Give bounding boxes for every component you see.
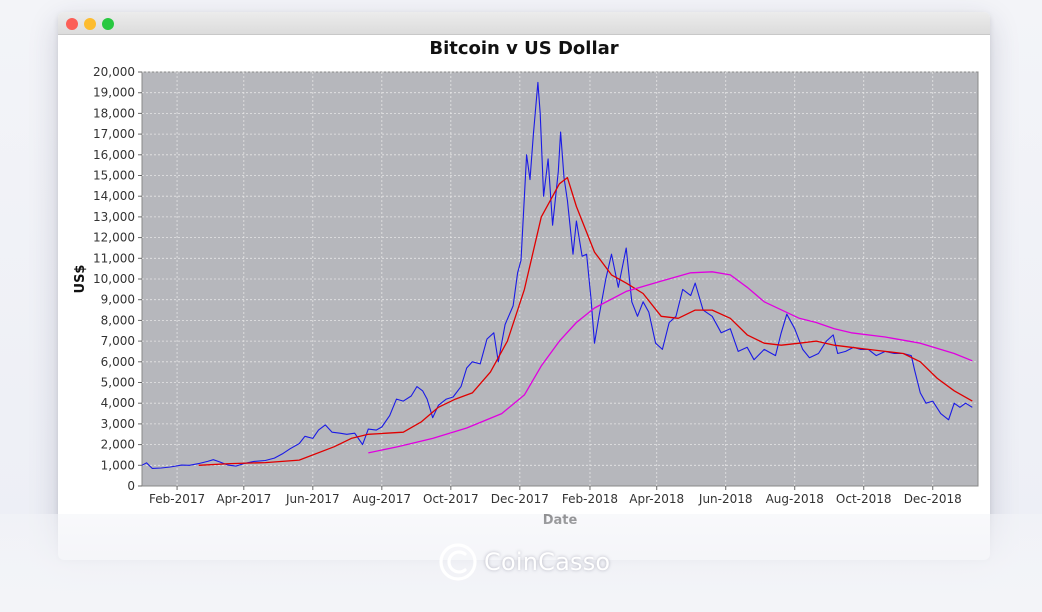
x-tick-label: Aug-2017 [353,492,411,506]
minimize-window-button[interactable] [84,18,96,30]
app-window: Bitcoin v US Dollar 0 1,000 2,000 3,000 4,00… [58,12,990,560]
y-tick-label: 16,000 [93,148,135,162]
x-tick-label: Oct-2018 [836,492,892,506]
series-line-3 [368,271,973,454]
y-tick-label: 7,000 [101,334,135,348]
y-tick-label: 9,000 [101,293,135,307]
x-tick-label: Jun-2018 [698,492,753,506]
y-tick-label: 12,000 [93,231,135,245]
y-tick-label: 17,000 [93,127,135,141]
chart-title: Bitcoin v US Dollar [429,38,619,59]
y-tick-label: 8,000 [101,313,135,327]
y-tick-label: 2,000 [101,438,135,452]
x-tick-label: Dec-2017 [491,492,549,506]
brand-watermark: CoinCasso [438,538,610,586]
y-tick-label: 13,000 [93,210,135,224]
x-tick-label: Dec-2018 [904,492,962,506]
y-tick-label: 14,000 [93,189,135,203]
x-tick-label: Apr-2017 [216,492,271,506]
x-tick-label: Oct-2017 [423,492,479,506]
y-tick-label: 4,000 [101,396,135,410]
y-tick-label: 20,000 [93,65,135,79]
zoom-window-button[interactable] [102,18,114,30]
y-tick-label: 0 [127,479,135,493]
coincasso-logo-icon [439,543,477,581]
x-tick-label: Aug-2018 [766,492,824,506]
line-chart: 0 1,000 2,000 3,000 4,000 5,000 6,000 7,000 8,00… [73,65,979,528]
y-axis-label: US$ [73,265,88,294]
y-tick-label: 15,000 [93,169,135,183]
y-tick-label: 1,000 [101,458,135,472]
y-tick-label: 6,000 [101,355,135,369]
series-line-2 [198,176,973,466]
series-line-1 [141,81,973,469]
y-tick-label: 19,000 [93,86,135,100]
y-tick-label: 18,000 [93,106,135,120]
y-tick-label: 5,000 [101,376,135,390]
y-tick-label: 11,000 [93,251,135,265]
brand-name: CoinCasso [484,548,611,576]
y-tick-label: 10,000 [93,272,135,286]
y-tick-label: 3,000 [101,417,135,431]
x-tick-label: Feb-2017 [149,492,205,506]
window-titlebar [58,12,990,35]
x-tick-label: Jun-2017 [285,492,340,506]
x-tick-label: Apr-2018 [629,492,684,506]
x-tick-label: Feb-2018 [562,492,618,506]
bottom-fade-overlay [0,514,1042,612]
close-window-button[interactable] [66,18,78,30]
